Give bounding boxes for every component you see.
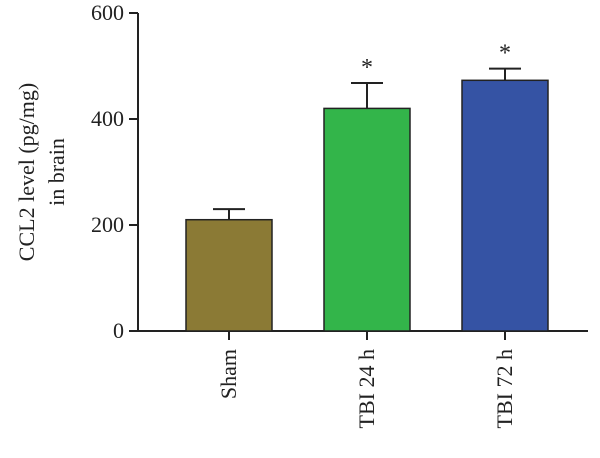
bar bbox=[323, 107, 411, 332]
category-label: TBI 24 h bbox=[354, 349, 379, 428]
significance-marker: * bbox=[361, 55, 373, 81]
category-label: Sham bbox=[216, 349, 241, 399]
y-axis-title-line1: CCL2 level (pg/mg) bbox=[14, 83, 39, 261]
y-tick-label: 200 bbox=[91, 212, 124, 237]
axes: 0 200 400 600 Sham TBI 24 h TBI 72 h bbox=[91, 0, 588, 428]
category-label: TBI 72 h bbox=[492, 349, 517, 428]
y-tick-label: 400 bbox=[91, 106, 124, 131]
y-tick-label: 0 bbox=[113, 318, 124, 343]
bar bbox=[185, 218, 273, 332]
y-axis-title-line2: in brain bbox=[44, 138, 69, 206]
bar bbox=[461, 79, 549, 332]
significance-marker: * bbox=[499, 41, 511, 67]
bars: ** bbox=[185, 41, 549, 332]
y-tick-label: 600 bbox=[91, 0, 124, 25]
